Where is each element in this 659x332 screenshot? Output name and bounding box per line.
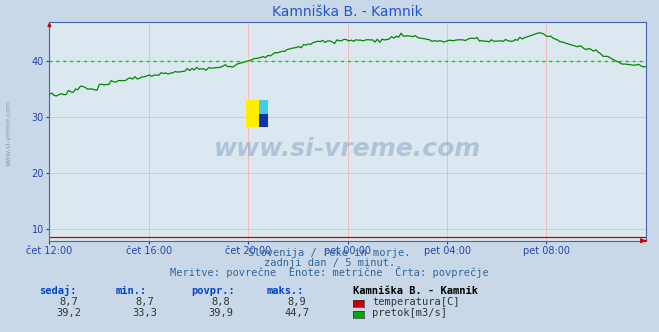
- Text: Kamniška B. - Kamnik: Kamniška B. - Kamnik: [353, 286, 478, 296]
- Text: sedaj:: sedaj:: [40, 285, 77, 296]
- Text: maks.:: maks.:: [267, 286, 304, 296]
- Text: povpr.:: povpr.:: [191, 286, 235, 296]
- Text: 39,2: 39,2: [57, 308, 82, 318]
- Title: Kamniška B. - Kamnik: Kamniška B. - Kamnik: [272, 5, 423, 19]
- Bar: [246, 101, 260, 127]
- Text: 8,8: 8,8: [212, 297, 230, 307]
- Bar: [260, 114, 268, 127]
- Text: 8,7: 8,7: [136, 297, 154, 307]
- Text: www.si-vreme.com: www.si-vreme.com: [5, 100, 12, 166]
- Text: 8,7: 8,7: [60, 297, 78, 307]
- Text: 8,9: 8,9: [287, 297, 306, 307]
- Text: temperatura[C]: temperatura[C]: [372, 297, 460, 307]
- Text: pretok[m3/s]: pretok[m3/s]: [372, 308, 447, 318]
- Text: 39,9: 39,9: [208, 308, 233, 318]
- Text: www.si-vreme.com: www.si-vreme.com: [214, 137, 481, 161]
- Text: Meritve: povrečne  Enote: metrične  Črta: povprečje: Meritve: povrečne Enote: metrične Črta: …: [170, 266, 489, 278]
- Text: 33,3: 33,3: [132, 308, 158, 318]
- Text: Slovenija / reke in morje.: Slovenija / reke in morje.: [248, 248, 411, 258]
- Text: 44,7: 44,7: [284, 308, 309, 318]
- Bar: [260, 101, 268, 127]
- Text: min.:: min.:: [115, 286, 146, 296]
- Text: zadnji dan / 5 minut.: zadnji dan / 5 minut.: [264, 258, 395, 268]
